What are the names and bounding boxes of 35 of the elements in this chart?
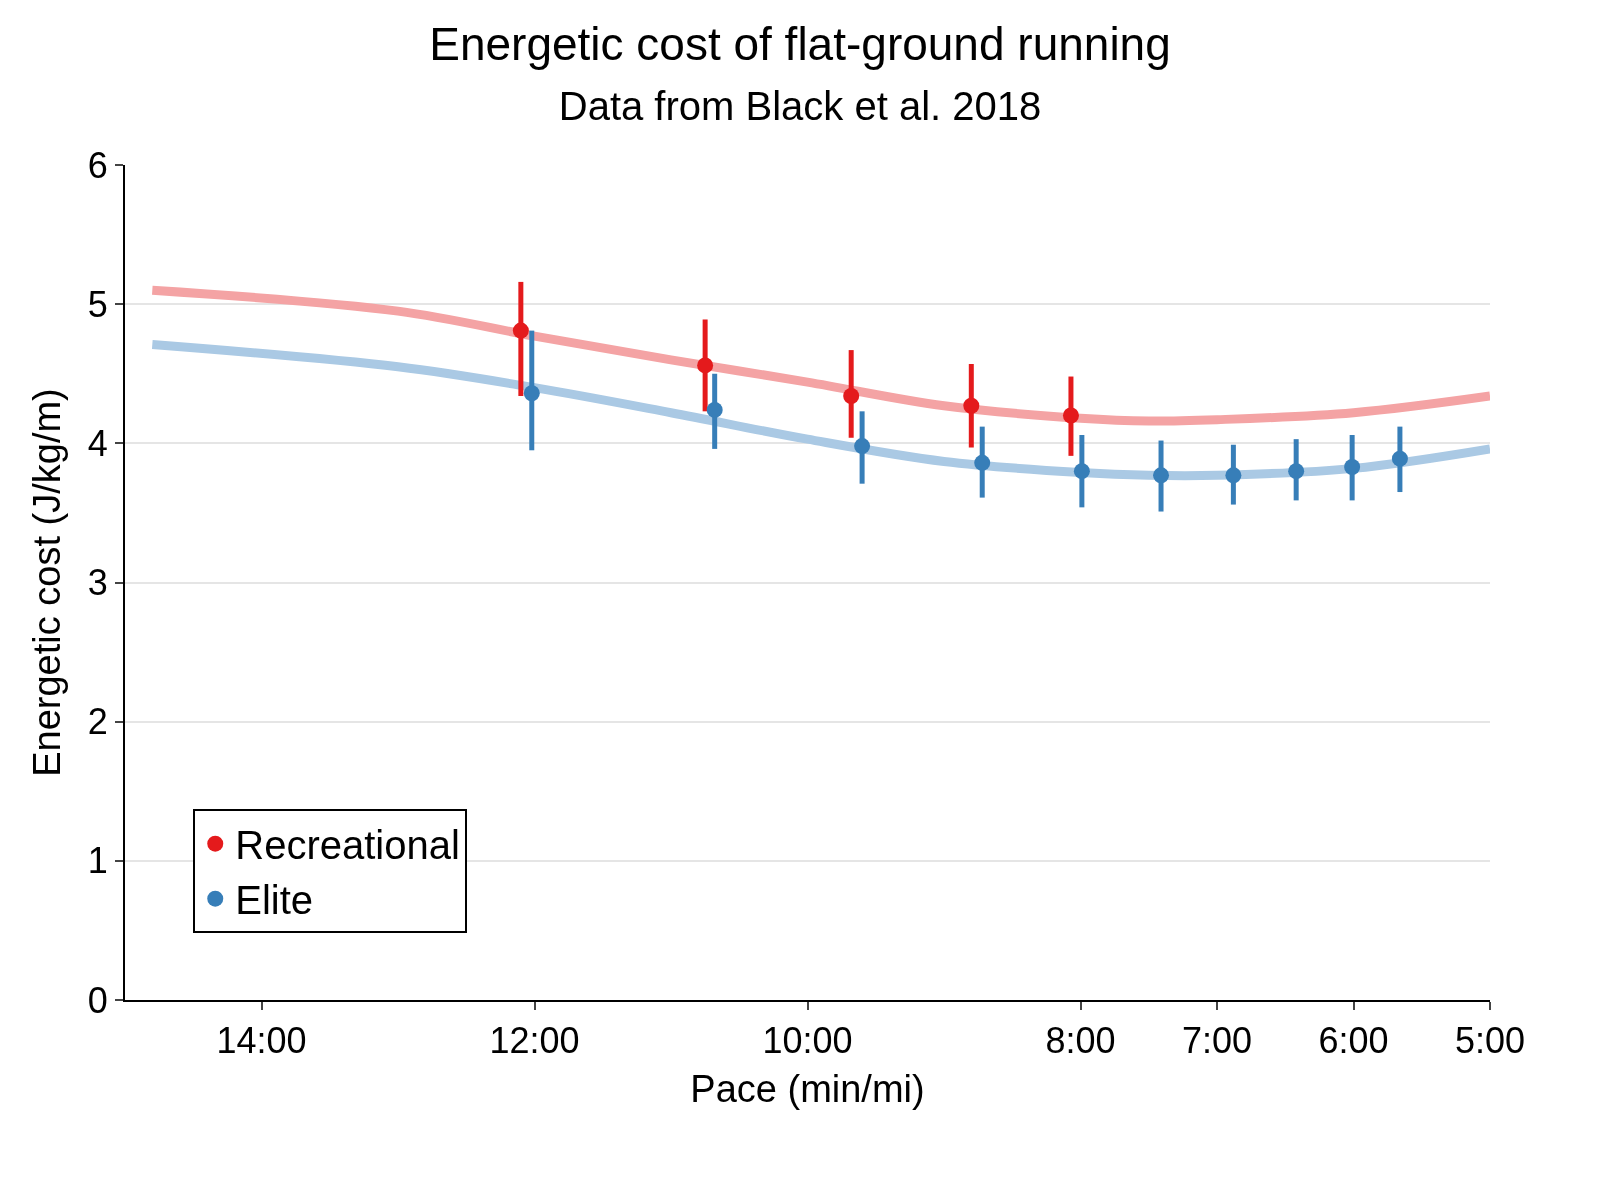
chart-title: Energetic cost of flat-ground running [429, 18, 1171, 70]
point [854, 438, 871, 455]
y-axis-title: Energetic cost (J/kg/m) [26, 388, 69, 777]
point [974, 454, 991, 471]
legend-label: Recreational [235, 823, 460, 868]
x-tick-label: 6:00 [1318, 1020, 1389, 1062]
y-tick-label: 4 [87, 422, 108, 464]
point [963, 397, 980, 414]
y-tick-label: 2 [87, 701, 108, 743]
x-tick-label: 7:00 [1181, 1020, 1253, 1062]
y-tick-label: 0 [87, 979, 108, 1021]
point [706, 401, 723, 418]
legend-label: Elite [235, 878, 314, 923]
point [1153, 467, 1170, 484]
y-tick-label: 6 [87, 144, 108, 186]
point [523, 385, 540, 402]
x-tick-label: 10:00 [762, 1020, 853, 1062]
point [697, 357, 714, 374]
point [843, 388, 860, 405]
y-tick-label: 5 [87, 283, 108, 325]
x-axis-title: Pace (min/mi) [690, 1067, 925, 1110]
point [1225, 467, 1242, 484]
x-tick-label: 5:00 [1454, 1020, 1526, 1062]
x-tick-label: 8:00 [1045, 1020, 1116, 1062]
point [1073, 463, 1090, 480]
y-tick-label: 1 [87, 840, 108, 882]
point [1391, 450, 1408, 467]
point [1344, 458, 1361, 475]
chart-subtitle: Data from Black et al. 2018 [558, 83, 1042, 128]
x-tick-label: 14:00 [216, 1020, 307, 1062]
point [1288, 463, 1305, 480]
y-tick-label: 3 [87, 562, 108, 604]
point [1062, 407, 1079, 424]
point [512, 322, 529, 339]
x-tick-label: 12:00 [489, 1020, 580, 1062]
